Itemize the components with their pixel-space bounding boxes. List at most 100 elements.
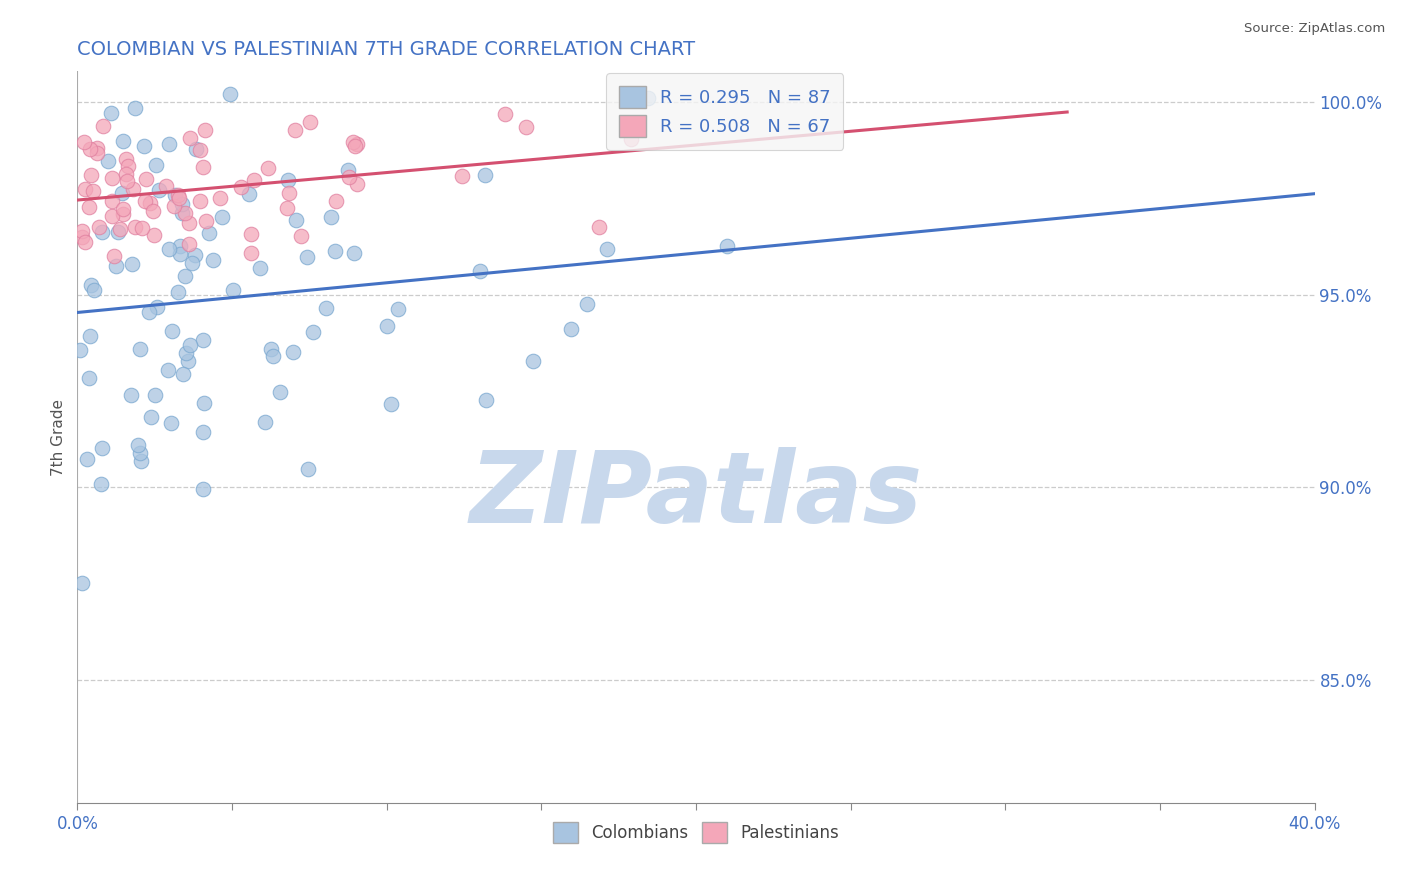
Point	[138, 305, 160, 319]
Point	[135, 172, 157, 186]
Point	[184, 142, 207, 156]
Point	[143, 388, 166, 402]
Point	[83, 284, 105, 298]
Point	[319, 210, 342, 224]
Point	[254, 415, 277, 429]
Point	[131, 454, 153, 468]
Point	[239, 246, 262, 260]
Point	[79, 328, 101, 343]
Point	[105, 260, 128, 274]
Point	[298, 115, 321, 129]
Point	[169, 247, 191, 261]
Point	[111, 207, 134, 221]
Point	[239, 227, 262, 242]
Point	[177, 216, 200, 230]
Point	[73, 182, 96, 196]
Point	[107, 225, 129, 239]
Point	[169, 238, 191, 252]
Legend: Colombians, Palestinians: Colombians, Palestinians	[547, 815, 845, 849]
Point	[219, 87, 242, 102]
Point	[243, 172, 266, 186]
Point	[342, 135, 364, 149]
Point	[337, 169, 360, 184]
Point	[179, 237, 201, 252]
Point	[297, 250, 319, 264]
Point	[108, 222, 131, 236]
Point	[100, 194, 122, 209]
Point	[156, 363, 179, 377]
Point	[474, 169, 496, 183]
Point	[181, 256, 204, 270]
Point	[155, 178, 177, 193]
Point	[76, 451, 98, 466]
Point	[172, 196, 194, 211]
Point	[101, 209, 124, 223]
Point	[163, 199, 186, 213]
Point	[191, 160, 214, 174]
Point	[131, 221, 153, 235]
Point	[716, 239, 738, 253]
Point	[620, 132, 643, 146]
Point	[79, 142, 101, 156]
Point	[148, 184, 170, 198]
Text: COLOMBIAN VS PALESTINIAN 7TH GRADE CORRELATION CHART: COLOMBIAN VS PALESTINIAN 7TH GRADE CORRE…	[77, 39, 696, 59]
Point	[167, 285, 190, 300]
Point	[346, 136, 368, 151]
Point	[173, 205, 195, 219]
Point	[560, 322, 582, 336]
Point	[249, 261, 271, 276]
Point	[112, 202, 135, 217]
Point	[475, 392, 498, 407]
Point	[344, 139, 367, 153]
Point	[169, 191, 191, 205]
Point	[80, 168, 103, 182]
Y-axis label: 7th Grade: 7th Grade	[51, 399, 66, 475]
Point	[325, 194, 347, 208]
Point	[269, 384, 291, 399]
Point	[238, 187, 260, 202]
Point	[124, 219, 146, 234]
Point	[191, 425, 214, 440]
Point	[276, 201, 298, 215]
Point	[115, 167, 138, 181]
Point	[194, 214, 217, 228]
Point	[375, 318, 398, 333]
Point	[127, 438, 149, 452]
Point	[211, 211, 233, 225]
Point	[576, 297, 599, 311]
Point	[129, 446, 152, 460]
Point	[588, 219, 610, 234]
Point	[229, 179, 252, 194]
Point	[380, 397, 402, 411]
Point	[145, 158, 167, 172]
Point	[77, 371, 100, 385]
Point	[337, 163, 360, 178]
Point	[173, 268, 195, 283]
Point	[188, 143, 211, 157]
Point	[73, 135, 96, 149]
Point	[451, 169, 474, 183]
Point	[260, 342, 283, 356]
Point	[193, 333, 215, 347]
Point	[86, 146, 108, 161]
Point	[73, 235, 96, 250]
Point	[494, 106, 516, 120]
Point	[193, 396, 215, 410]
Point	[283, 344, 305, 359]
Point	[387, 301, 409, 316]
Point	[193, 482, 215, 496]
Point	[145, 300, 167, 314]
Text: ZIPatlas: ZIPatlas	[470, 447, 922, 544]
Point	[174, 345, 197, 359]
Point	[277, 172, 299, 186]
Point	[184, 248, 207, 262]
Point	[277, 186, 299, 200]
Point	[82, 184, 104, 198]
Point	[69, 343, 91, 357]
Point	[198, 227, 221, 241]
Point	[167, 187, 190, 202]
Point	[284, 123, 307, 137]
Point	[129, 342, 152, 356]
Point	[315, 301, 337, 315]
Point	[86, 141, 108, 155]
